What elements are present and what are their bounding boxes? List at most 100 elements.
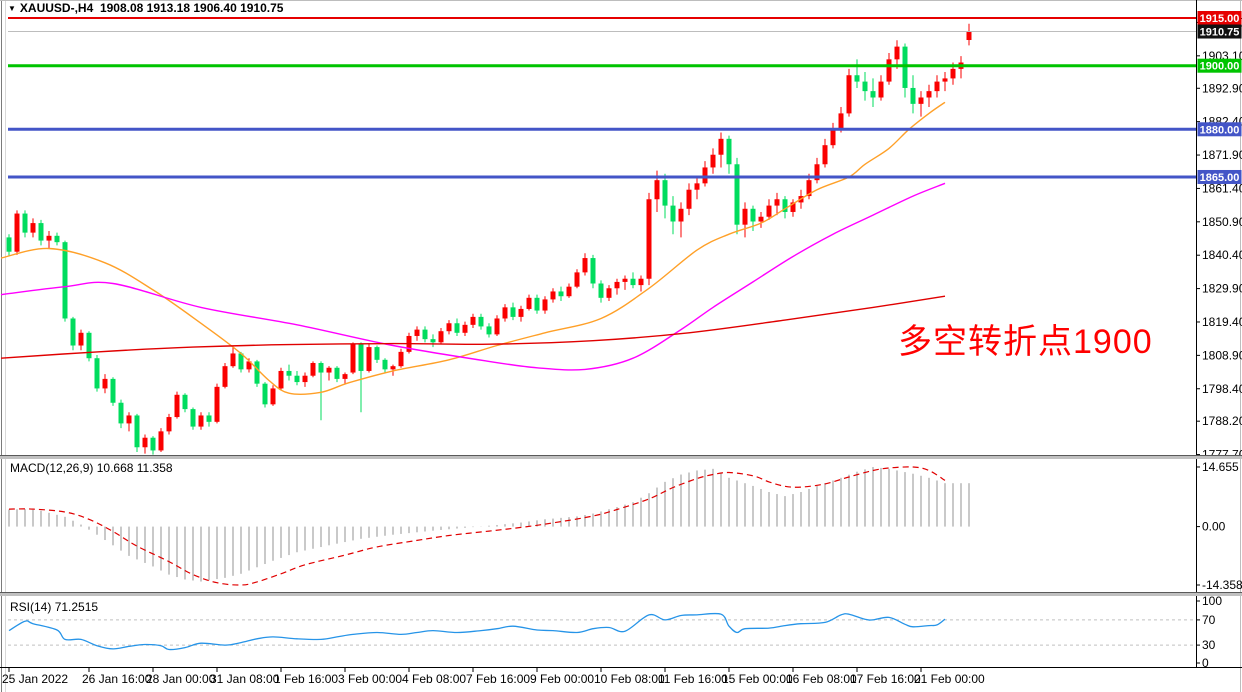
ma-fast-orange: [0, 101, 946, 395]
chart-title-bar[interactable]: ▼ XAUUSD-,H4 1908.08 1913.18 1906.40 1910…: [8, 1, 283, 16]
candle-body: [118, 402, 124, 424]
candle-body: [270, 388, 276, 405]
svg-text:100: 100: [1202, 594, 1222, 608]
candle-body: [950, 68, 956, 79]
panel-frames: [0, 0, 1242, 668]
candle-body: [30, 223, 36, 233]
candle-body: [558, 291, 564, 297]
candle-body: [718, 138, 724, 155]
candle-body: [750, 208, 756, 222]
candle-body: [838, 113, 844, 130]
macd-signal-line: [8, 466, 946, 586]
candle-body: [862, 81, 868, 92]
candle-body: [710, 154, 716, 168]
candle-body: [86, 332, 92, 359]
candle-body: [134, 415, 140, 448]
candle-body: [926, 91, 932, 98]
svg-text:15 Feb 00:00: 15 Feb 00:00: [722, 672, 793, 686]
svg-text:1880.00: 1880.00: [1200, 124, 1240, 136]
macd-main-value: 10.668: [96, 461, 134, 475]
candle-body: [630, 278, 636, 286]
candle-body: [598, 283, 604, 298]
candle-body: [614, 281, 620, 289]
candle-body: [478, 316, 484, 327]
candle-body: [918, 97, 924, 104]
candle-body: [414, 329, 420, 336]
svg-text:30: 30: [1202, 638, 1216, 652]
indicator-axis-labels: 14.655 0.00 -14.358 100 70 30 0: [1196, 460, 1242, 670]
candle-body: [510, 307, 516, 317]
candle-body: [678, 208, 684, 222]
candle-body: [310, 362, 316, 376]
candles-layer: [6, 23, 972, 455]
candle-body: [142, 437, 148, 448]
candle-body: [686, 189, 692, 209]
candle-body: [766, 205, 772, 217]
candle-body: [702, 167, 708, 184]
candle-body: [942, 78, 948, 82]
candle-body: [254, 361, 260, 384]
candle-body: [774, 199, 780, 206]
chart-title-symbol: XAUUSD-,H4: [19, 1, 94, 15]
svg-text:31 Jan 08:00: 31 Jan 08:00: [210, 672, 280, 686]
svg-text:70: 70: [1202, 613, 1216, 627]
candle-body: [822, 145, 828, 165]
svg-text:1819.40: 1819.40: [1202, 315, 1242, 329]
candle-body: [6, 237, 12, 252]
candle-body: [806, 180, 812, 197]
svg-text:0.00: 0.00: [1202, 520, 1226, 534]
svg-text:28 Jan 00:00: 28 Jan 00:00: [146, 672, 216, 686]
candle-body: [734, 164, 740, 225]
ma-slow-red: [0, 295, 946, 359]
candle-body: [230, 353, 236, 367]
candle-body: [126, 415, 132, 424]
candle-body: [606, 288, 612, 298]
candle-body: [62, 242, 68, 319]
chart-title-ohlc: 1908.08 1913.18 1906.40 1910.75: [99, 1, 284, 15]
rsi-name: RSI(14): [10, 600, 52, 614]
candle-body: [518, 308, 524, 317]
macd-name: MACD(12,26,9): [10, 461, 94, 475]
svg-text:7 Feb 16:00: 7 Feb 16:00: [466, 672, 530, 686]
svg-text:3 Feb 00:00: 3 Feb 00:00: [338, 672, 402, 686]
panel-splitter-macd[interactable]: [0, 455, 1242, 459]
svg-text:25 Jan 2022: 25 Jan 2022: [2, 672, 68, 686]
symbol-dropdown-icon[interactable]: ▼: [8, 4, 16, 13]
candle-body: [374, 347, 380, 360]
svg-text:1829.90: 1829.90: [1202, 282, 1242, 296]
candle-body: [886, 59, 892, 82]
candle-body: [470, 316, 476, 325]
rsi-panel: [8, 612, 1196, 651]
svg-text:1910.75: 1910.75: [1200, 27, 1240, 39]
candle-body: [446, 323, 452, 332]
candle-body: [622, 278, 628, 282]
candle-body: [934, 81, 940, 92]
candle-body: [726, 138, 732, 165]
candle-body: [110, 378, 116, 403]
candle-body: [38, 223, 44, 241]
candle-body: [22, 213, 28, 233]
candle-body: [150, 437, 156, 451]
candle-body: [582, 258, 588, 273]
candle-body: [782, 199, 788, 212]
candle-body: [422, 329, 428, 340]
candle-body: [390, 366, 396, 370]
candle-body: [358, 343, 364, 371]
candle-body: [78, 332, 84, 346]
svg-text:1798.40: 1798.40: [1202, 382, 1242, 396]
price-axis[interactable]: [1197, 0, 1242, 667]
candle-body: [654, 180, 660, 200]
svg-text:9 Feb 00:00: 9 Feb 00:00: [530, 672, 594, 686]
candle-body: [830, 129, 836, 146]
panel-splitter-rsi[interactable]: [0, 592, 1242, 596]
candle-body: [694, 183, 700, 190]
candle-body: [286, 370, 292, 376]
time-axis[interactable]: [0, 668, 1242, 692]
candle-body: [174, 394, 180, 418]
svg-text:14.655: 14.655: [1202, 460, 1239, 474]
candle-body: [102, 378, 108, 389]
svg-text:1788.20: 1788.20: [1202, 414, 1242, 428]
svg-text:1871.90: 1871.90: [1202, 148, 1242, 162]
